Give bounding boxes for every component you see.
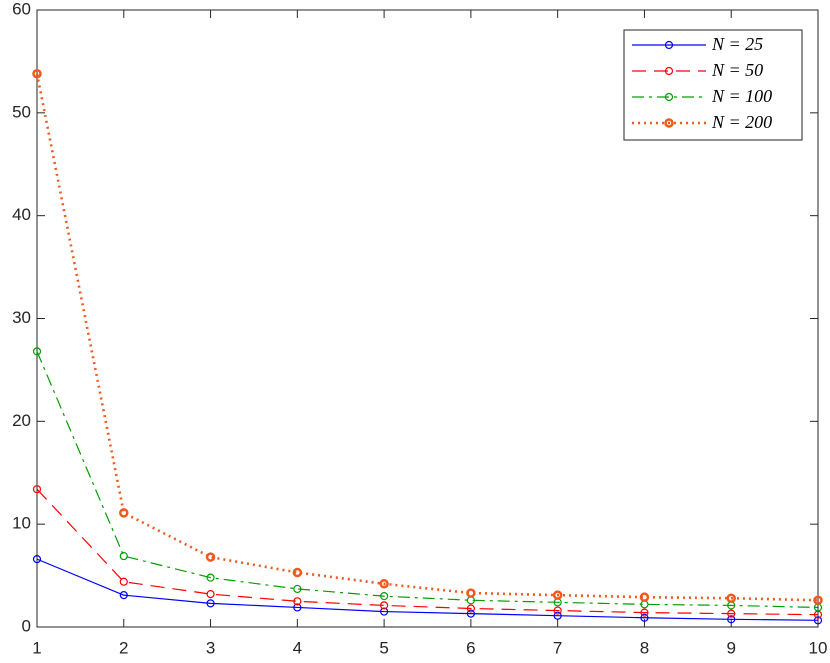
point: [119, 551, 128, 561]
legend-marker: [664, 118, 674, 128]
x-tick-label: 4: [293, 638, 302, 657]
point: [293, 603, 302, 612]
axes-box: [36, 9, 819, 628]
point: [293, 597, 302, 606]
x-tick-label: 5: [379, 638, 388, 657]
point: [206, 589, 215, 599]
point: [552, 590, 563, 600]
point: [813, 616, 823, 625]
point: [32, 485, 42, 494]
x-tick-label: 9: [726, 638, 735, 657]
point: [813, 595, 823, 606]
point: [639, 592, 650, 602]
point: [640, 613, 649, 622]
x-tick-label: 8: [640, 638, 649, 657]
point: [640, 608, 649, 617]
point: [32, 555, 42, 564]
series-line: [36, 351, 819, 609]
point: [380, 592, 389, 601]
legend-label: N = 50: [711, 60, 763, 80]
point: [466, 588, 476, 598]
legend-marker: [664, 40, 674, 50]
point: [553, 606, 562, 615]
point: [206, 573, 215, 582]
y-tick-label: 60: [12, 0, 31, 18]
point: [727, 615, 736, 624]
legend-marker: [664, 66, 674, 76]
series-line: [35, 73, 819, 602]
x-tick-label: 1: [32, 638, 41, 657]
point: [292, 567, 303, 578]
point: [293, 584, 302, 594]
point: [206, 599, 215, 608]
legend: N = 25 N = 50 N = 100 N = 200: [623, 29, 803, 141]
legend-box: [623, 29, 803, 141]
point: [553, 611, 562, 620]
y-tick-label: 40: [12, 205, 31, 224]
y-tick-label: 10: [12, 514, 31, 533]
point: [466, 604, 475, 613]
point: [380, 601, 389, 610]
point: [466, 609, 475, 618]
legend-label: N = 100: [711, 86, 772, 106]
legend-label: N = 25: [711, 34, 763, 54]
y-tick-label: 30: [12, 308, 31, 327]
x-tick-label: 3: [206, 638, 215, 657]
x-tick-label: 2: [119, 638, 128, 657]
point: [119, 577, 128, 586]
point: [205, 552, 216, 562]
x-tick-label: 7: [553, 638, 562, 657]
point: [727, 609, 736, 618]
point: [379, 579, 389, 589]
legend-label: N = 200: [711, 112, 772, 132]
y-tick-label: 50: [12, 102, 31, 121]
point: [119, 591, 128, 600]
point: [726, 593, 736, 603]
x-tick-label: 6: [466, 638, 475, 657]
legend-marker: [664, 92, 674, 102]
point: [32, 69, 42, 79]
x-tick-label: 10: [809, 638, 828, 657]
point: [119, 508, 129, 518]
y-tick-label: 0: [22, 616, 31, 635]
y-tick-label: 20: [12, 411, 31, 430]
series-line: [36, 558, 819, 621]
point: [380, 607, 389, 616]
series-line: [36, 488, 819, 616]
point: [32, 347, 42, 356]
